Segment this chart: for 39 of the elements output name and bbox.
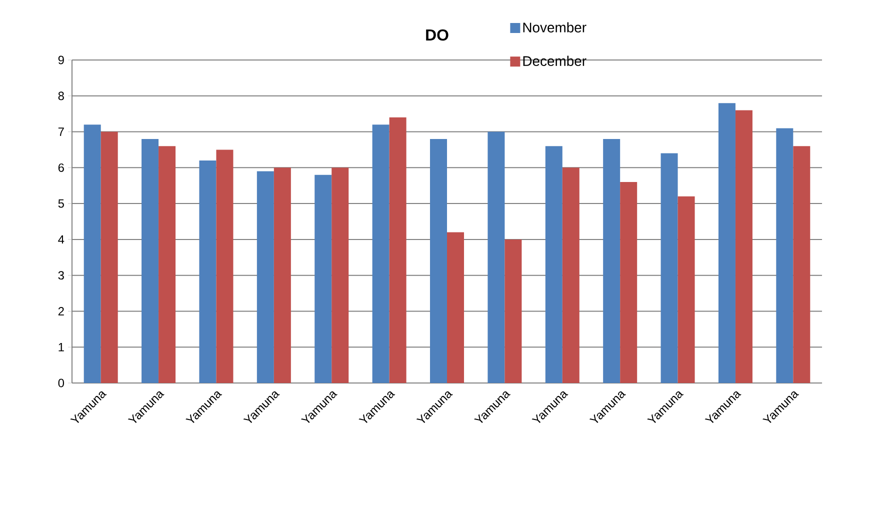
y-tick-label: 7: [58, 128, 64, 136]
bar: [488, 132, 505, 383]
bar: [100, 132, 118, 383]
y-tick-label: 2: [58, 307, 64, 316]
bar: [660, 153, 678, 383]
y-tick-label: 1: [58, 343, 64, 352]
bar: [678, 196, 695, 383]
y-tick-label: 3: [58, 271, 64, 280]
bar: [603, 138, 620, 383]
bar: [776, 128, 794, 383]
bar: [562, 168, 580, 383]
y-tick-label: 5: [58, 199, 64, 208]
bar: [216, 150, 234, 383]
bar: [504, 239, 522, 383]
legend-label: December: [523, 56, 586, 66]
bar: [332, 168, 349, 383]
bar: [142, 138, 159, 383]
bar: [256, 171, 274, 383]
y-tick-label: 0: [58, 378, 64, 388]
y-tick-label: 8: [58, 92, 64, 100]
y-tick-label: 6: [58, 163, 64, 172]
bar: [793, 146, 810, 383]
bar: [545, 146, 562, 383]
bar: [735, 110, 752, 383]
bar: [718, 103, 736, 383]
bar: [389, 117, 406, 383]
bar: [274, 168, 291, 383]
bar: [84, 124, 101, 383]
bar: [372, 124, 390, 383]
bar: [314, 174, 332, 383]
y-tick-label: 4: [58, 235, 64, 244]
bar: [620, 182, 638, 383]
bar: [447, 232, 464, 383]
bar: [430, 138, 448, 383]
bar: [158, 146, 176, 383]
bar: [199, 160, 216, 383]
y-tick-label: 9: [58, 56, 64, 64]
legend-label: November: [523, 22, 586, 32]
chart-title: DO: [426, 29, 448, 41]
